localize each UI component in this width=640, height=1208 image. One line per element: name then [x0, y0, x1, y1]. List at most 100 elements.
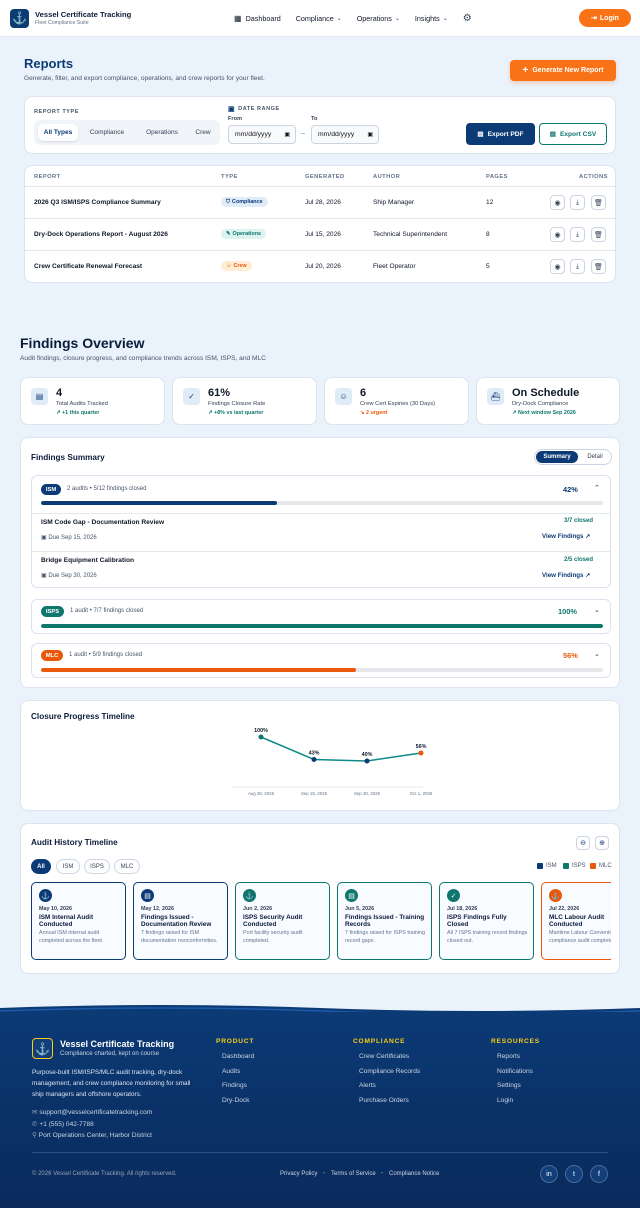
data-point[interactable] [364, 758, 370, 764]
download-icon[interactable]: ⤓ [570, 227, 585, 242]
group-mlc: MLC 1 audit • 5/9 findings closed 56% ⌄ [31, 643, 611, 678]
nav-operations[interactable]: Operations ⌄ [357, 14, 400, 23]
compliance-notice-link[interactable]: Compliance Notice [389, 1171, 440, 1177]
footer-link[interactable]: Settings [497, 1082, 521, 1089]
filter-isps[interactable]: ISPS [84, 859, 110, 874]
twitter-icon[interactable]: t [565, 1165, 583, 1183]
type-operations[interactable]: Operations [146, 129, 178, 136]
chevron-up-icon[interactable]: ⌃ [594, 485, 600, 492]
legend-swatch [563, 863, 569, 869]
zoom-out-icon[interactable]: ⊖ [576, 836, 590, 850]
kpi-trend-text: +1 this quarter [62, 410, 100, 416]
login-button[interactable]: ⇥ Login [579, 9, 631, 27]
timeline-card[interactable]: ▤ Jun 5, 2026 Findings Issued - Training… [337, 882, 432, 960]
data-point[interactable] [418, 750, 424, 756]
download-icon[interactable]: ⤓ [570, 195, 585, 210]
report-type-segmented: All Types Compliance Operations Crew [34, 120, 220, 145]
to-date-input[interactable]: mm/dd/yyyy ▣ [311, 125, 379, 144]
timeline-desc: Annual ISM internal audit completed acro… [39, 930, 104, 944]
timeline-card[interactable]: ⚓ May 10, 2026 ISM Internal Audit Conduc… [31, 882, 126, 960]
nav-insights[interactable]: Insights ⌄ [415, 14, 448, 23]
generated-date: Jul 20, 2026 [305, 263, 341, 270]
footer-phone[interactable]: ✆ +1 (555) 042-7788 [32, 1120, 94, 1128]
generate-report-button[interactable]: + Generate New Report [510, 60, 616, 81]
kpi-trend: ↗ +1 this quarter [56, 410, 99, 416]
timeline-desc: Port facility security audit completed. [243, 930, 303, 944]
footer-link[interactable]: Findings [222, 1082, 247, 1089]
facebook-icon[interactable]: f [590, 1165, 608, 1183]
report-type-label: REPORT TYPE [34, 109, 79, 115]
download-icon[interactable]: ⤓ [570, 259, 585, 274]
trash-icon[interactable]: 🗑 [591, 195, 606, 210]
timeline-card[interactable]: ✓ Jul 18, 2026 ISPS Findings Fully Close… [439, 882, 534, 960]
findings-summary-title: Findings Summary [31, 453, 105, 462]
brand[interactable]: Vessel Certificate Tracking Fleet Compli… [35, 10, 131, 26]
toggle-summary[interactable]: Summary [536, 451, 578, 463]
linkedin-icon[interactable]: in [540, 1165, 558, 1183]
zoom-in-icon[interactable]: ⊕ [595, 836, 609, 850]
anchor-logo-icon[interactable]: ⚓ [10, 8, 29, 28]
legend-label: ISPS [572, 863, 586, 869]
mlc-progress-bar [41, 668, 603, 672]
type-crew[interactable]: Crew [195, 129, 211, 136]
toggle-detail[interactable]: Detail [587, 454, 603, 460]
export-pdf-button[interactable]: ▤ Export PDF [466, 123, 535, 145]
chevron-down-icon[interactable]: ⌄ [594, 651, 600, 658]
footer-link[interactable]: Audits [222, 1068, 241, 1075]
footer-link[interactable]: Login [497, 1097, 514, 1104]
filter-ism[interactable]: ISM [56, 859, 80, 874]
nav-insights-label: Insights [414, 14, 440, 23]
view-eye-icon[interactable]: ◉ [550, 195, 565, 210]
footer-email[interactable]: ✉ support@vesselcertificatetracking.com [32, 1108, 152, 1116]
type-all[interactable]: All Types [38, 124, 78, 141]
timeline-date: Jul 18, 2026 [447, 906, 478, 912]
nav-dashboard[interactable]: ▦ Dashboard [234, 14, 281, 23]
chevron-down-icon[interactable]: ⌄ [594, 607, 600, 614]
trash-icon[interactable]: 🗑 [591, 227, 606, 242]
timeline-card[interactable]: ⚓ Jul 22, 2026 MLC Labour Audit Conducte… [541, 882, 611, 960]
filter-mlc[interactable]: MLC [114, 859, 140, 874]
kpi-card: ☺ 6 Crew Cert Expiries (30 Days) ↘ 2 urg… [324, 377, 469, 425]
data-point[interactable] [258, 734, 264, 740]
footer-link[interactable]: Compliance Records [359, 1068, 421, 1075]
from-date-input[interactable]: mm/dd/yyyy ▣ [228, 125, 296, 144]
kpi-value: 61% [208, 387, 231, 399]
col-author: AUTHOR [373, 174, 401, 180]
footer-link[interactable]: Reports [497, 1053, 521, 1060]
view-findings-link[interactable]: View Findings ↗ [542, 572, 590, 579]
data-label: 40% [362, 752, 373, 758]
nav-compliance[interactable]: Compliance ⌄ [296, 14, 342, 23]
legend-swatch [537, 863, 543, 869]
footer-link[interactable]: Purchase Orders [359, 1097, 409, 1104]
ism-progress-bar [41, 501, 603, 505]
nav-compliance-label: Compliance [295, 14, 334, 23]
type-compliance[interactable]: Compliance [89, 129, 125, 136]
finding-closed: 2/5 closed [564, 557, 594, 563]
date-separator: – [301, 130, 305, 137]
footer-link[interactable]: Dry-Dock [222, 1097, 250, 1104]
kpi-trend: ↘ 2 urgent [360, 410, 387, 416]
timeline-card[interactable]: ⚓ Jun 2, 2026 ISPS Security Audit Conduc… [235, 882, 330, 960]
terms-link[interactable]: Terms of Service [331, 1171, 376, 1177]
export-csv-button[interactable]: ▤ Export CSV [539, 123, 607, 145]
filter-all[interactable]: All [31, 859, 51, 874]
type-badge: ☺ Crew [221, 261, 252, 271]
view-eye-icon[interactable]: ◉ [550, 259, 565, 274]
view-findings-link[interactable]: View Findings ↗ [542, 533, 590, 540]
footer-link[interactable]: Dashboard [222, 1053, 255, 1060]
phone-icon: ✆ [32, 1121, 40, 1128]
view-eye-icon[interactable]: ◉ [550, 227, 565, 242]
footer-link[interactable]: Alerts [359, 1082, 376, 1089]
timeline-title: Findings Issued - Documentation Review [141, 914, 212, 929]
trend-down-icon: ↘ [360, 410, 367, 416]
timeline-card[interactable]: ▤ May 12, 2026 Findings Issued - Documen… [133, 882, 228, 960]
calendar-icon: ▣ [284, 132, 290, 138]
footer-link[interactable]: Notifications [497, 1068, 533, 1075]
data-point[interactable] [311, 757, 317, 762]
gear-icon[interactable]: ⚙ [462, 13, 472, 24]
series-line [260, 736, 422, 762]
privacy-link[interactable]: Privacy Policy [280, 1171, 318, 1177]
anchor-icon: ⚓ [243, 889, 256, 902]
footer-link[interactable]: Crew Certificates [359, 1053, 410, 1060]
trash-icon[interactable]: 🗑 [591, 259, 606, 274]
